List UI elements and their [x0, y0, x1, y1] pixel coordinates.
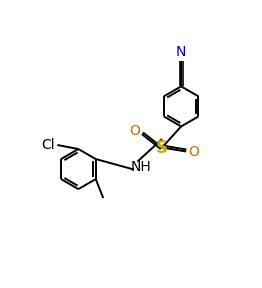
Text: N: N — [176, 45, 186, 59]
Text: O: O — [130, 124, 140, 139]
Text: S: S — [156, 139, 168, 156]
Text: Cl: Cl — [42, 137, 55, 151]
Text: O: O — [188, 145, 199, 158]
Text: NH: NH — [131, 160, 151, 174]
